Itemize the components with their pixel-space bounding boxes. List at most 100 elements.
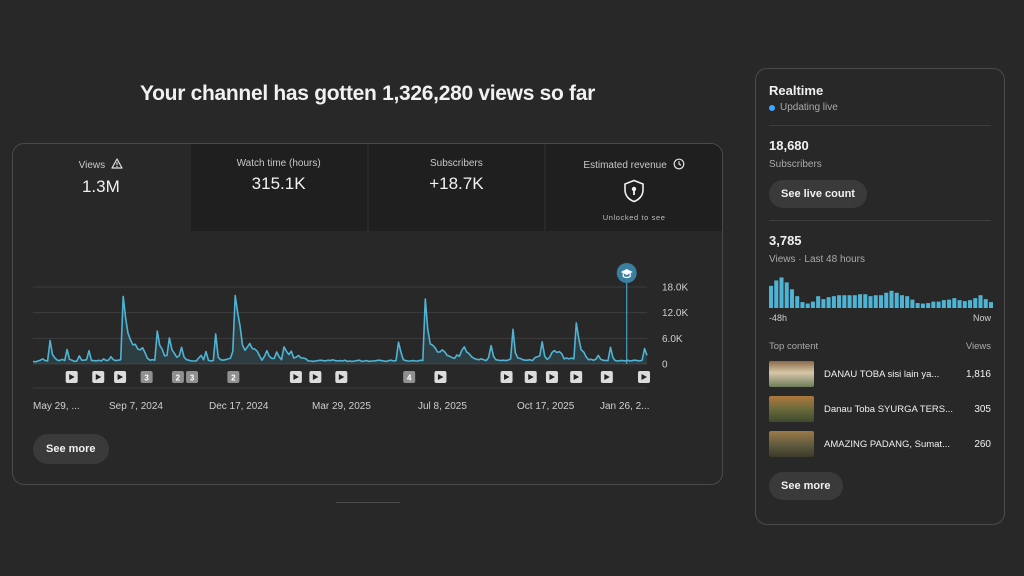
overview-card: Views 1.3M Watch time (hours) 315.1K Sub…	[12, 143, 723, 485]
series-line	[32, 294, 648, 363]
realtime-bar	[920, 303, 925, 308]
x-tick-label: May 29, ...	[33, 401, 80, 412]
realtime-bar	[831, 296, 836, 308]
video-title: DANAU TOBA sisi lain ya...	[824, 368, 940, 380]
video-marker[interactable]: 3	[140, 371, 153, 383]
top-content-item[interactable]: AMAZING PADANG, Sumat... 260	[769, 431, 991, 457]
video-marker[interactable]	[309, 371, 322, 383]
see-live-count-button[interactable]: See live count	[769, 180, 867, 208]
video-marker[interactable]	[289, 371, 302, 383]
x-tick-label: Jan 26, 2...	[600, 401, 649, 412]
x-tick-label: Dec 17, 2024	[209, 401, 269, 412]
realtime-bar	[847, 295, 852, 308]
axis-end-label: Now	[972, 313, 991, 323]
realtime-status: Updating live	[780, 102, 838, 113]
warning-icon	[111, 158, 123, 172]
video-marker[interactable]: 3	[186, 371, 199, 383]
realtime-bar	[910, 299, 915, 308]
axis-start-label: -48h	[769, 313, 788, 323]
realtime-bar	[769, 285, 774, 308]
realtime-bar	[852, 295, 857, 308]
metric-label: Watch time (hours)	[236, 158, 321, 169]
realtime-bar	[842, 295, 847, 308]
svg-text:2: 2	[176, 374, 181, 383]
realtime-bar	[899, 295, 904, 308]
video-thumbnail	[769, 396, 814, 422]
video-marker[interactable]	[92, 371, 105, 383]
graduation-cap-icon	[622, 273, 631, 279]
realtime-bar	[810, 301, 815, 308]
top-content-item[interactable]: Danau Toba SYURGA TERS... 305	[769, 396, 991, 422]
realtime-bar	[805, 303, 810, 308]
x-tick-label: Mar 29, 2025	[312, 401, 371, 412]
svg-text:4: 4	[407, 374, 412, 383]
series-area	[33, 295, 647, 364]
video-title: AMAZING PADANG, Sumat...	[824, 438, 950, 450]
video-views: 1,816	[965, 368, 991, 380]
realtime-bar	[800, 302, 805, 308]
realtime-views-label: Views · Last 48 hours	[769, 254, 865, 265]
metric-tab-estimated-revenue[interactable]: Estimated revenue Unlocked to see	[546, 144, 722, 231]
realtime-bar	[779, 277, 784, 308]
realtime-bar	[826, 297, 831, 308]
realtime-bar	[936, 301, 941, 308]
clock-icon	[673, 158, 685, 173]
realtime-bar	[837, 295, 842, 308]
locked-note: Unlocked to see	[602, 213, 666, 222]
metric-value: 315.1K	[251, 174, 306, 193]
realtime-bar	[795, 296, 800, 308]
svg-text:2: 2	[231, 374, 236, 383]
video-marker[interactable]	[638, 371, 650, 383]
realtime-see-more-button[interactable]: See more	[769, 472, 843, 500]
video-marker[interactable]: 4	[403, 371, 416, 383]
realtime-bar	[968, 300, 973, 308]
realtime-bar	[789, 289, 794, 308]
video-marker[interactable]: 2	[171, 371, 184, 383]
video-thumbnail	[769, 431, 814, 457]
metric-value: 1.3M	[81, 177, 120, 196]
live-dot-icon	[769, 104, 775, 111]
see-more-button[interactable]: See more	[33, 434, 109, 464]
video-marker[interactable]	[570, 371, 583, 383]
realtime-bar	[931, 301, 936, 308]
metric-tab-watch-time[interactable]: Watch time (hours) 315.1K	[190, 144, 369, 231]
x-tick-label: Sep 7, 2024	[109, 401, 163, 412]
video-marker[interactable]	[434, 371, 447, 383]
metric-tabs: Views 1.3M Watch time (hours) 315.1K Sub…	[13, 144, 722, 231]
subscriber-count: 18,680	[769, 138, 809, 153]
metric-tab-subscribers[interactable]: Subscribers +18.7K	[368, 144, 547, 231]
y-tick-label: 0	[662, 360, 668, 371]
x-tick-label: Oct 17, 2025	[517, 401, 575, 412]
video-marker[interactable]	[500, 371, 513, 383]
video-marker[interactable]: 2	[227, 371, 240, 383]
realtime-bar	[978, 295, 983, 308]
realtime-bar	[988, 302, 993, 308]
metric-label: Subscribers	[429, 158, 483, 169]
realtime-bar-chart[interactable]	[769, 276, 993, 308]
metric-label: Estimated revenue	[583, 160, 667, 171]
top-content-item[interactable]: DANAU TOBA sisi lain ya... 1,816	[769, 361, 991, 387]
video-marker[interactable]	[545, 371, 558, 383]
video-marker[interactable]	[524, 371, 537, 383]
y-tick-label: 18.0K	[662, 283, 688, 294]
realtime-bar	[863, 294, 868, 308]
realtime-bar	[983, 299, 988, 308]
divider	[769, 220, 991, 221]
video-marker[interactable]	[65, 371, 78, 383]
page-title: Your channel has gotten 1,326,280 views …	[140, 82, 595, 105]
realtime-bar	[816, 296, 821, 308]
realtime-bar	[878, 295, 884, 308]
metric-tab-views[interactable]: Views 1.3M	[13, 144, 191, 231]
carousel-indicator	[336, 502, 400, 503]
realtime-bar	[889, 290, 894, 308]
video-views: 305	[974, 403, 991, 415]
realtime-bar	[894, 292, 899, 308]
realtime-bar	[884, 292, 889, 308]
video-marker[interactable]	[114, 371, 127, 383]
video-marker[interactable]	[600, 371, 613, 383]
video-title: Danau Toba SYURGA TERS...	[824, 403, 954, 415]
realtime-bar	[973, 298, 978, 308]
video-marker[interactable]	[335, 371, 348, 383]
y-tick-label: 6.0K	[662, 334, 683, 345]
